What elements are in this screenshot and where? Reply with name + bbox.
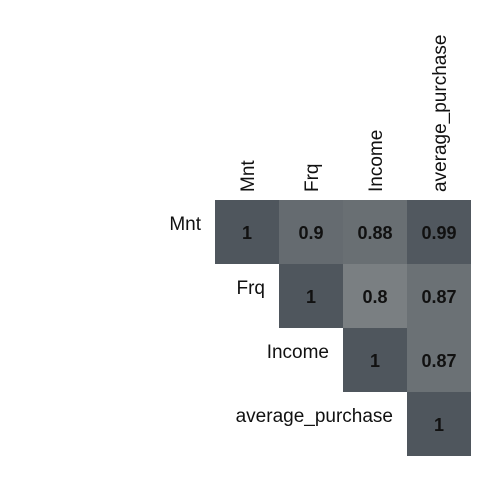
heatmap-value-label: 0.87: [421, 351, 456, 371]
column-label: average_purchase: [430, 35, 451, 192]
row-label: Mnt: [169, 214, 201, 235]
heatmap-cell: [407, 200, 471, 264]
heatmap-cells: [215, 200, 471, 456]
column-labels: Mnt Frq Income average_purchase: [238, 35, 451, 192]
heatmap-cell: [279, 264, 343, 328]
heatmap-value-label: 1: [370, 351, 380, 371]
heatmap-cell: [343, 328, 407, 392]
heatmap-value-labels: 1 0.9 0.88 0.99 1 0.8 0.87 1 0.87 1: [242, 223, 457, 435]
row-labels: Mnt Frq Income average_purchase: [169, 214, 393, 427]
row-label: Income: [267, 342, 329, 363]
row-label: average_purchase: [236, 406, 393, 427]
heatmap-cell: [407, 264, 471, 328]
heatmap-value-label: 0.87: [421, 287, 456, 307]
heatmap-value-label: 0.9: [298, 223, 323, 243]
column-label: Mnt: [238, 160, 259, 192]
heatmap-cell: [343, 264, 407, 328]
heatmap-cell: [279, 200, 343, 264]
heatmap-cell: [407, 392, 471, 456]
heatmap-value-label: 0.88: [357, 223, 392, 243]
heatmap-value-label: 1: [306, 287, 316, 307]
heatmap-value-label: 1: [242, 223, 252, 243]
heatmap-value-label: 0.99: [421, 223, 456, 243]
heatmap-cell: [343, 200, 407, 264]
heatmap-cell: [407, 328, 471, 392]
row-label: Frq: [237, 278, 266, 299]
column-label: Income: [366, 130, 387, 192]
heatmap-value-label: 1: [434, 415, 444, 435]
heatmap-cell: [215, 200, 279, 264]
heatmap-value-label: 0.8: [362, 287, 387, 307]
column-label: Frq: [302, 164, 323, 193]
